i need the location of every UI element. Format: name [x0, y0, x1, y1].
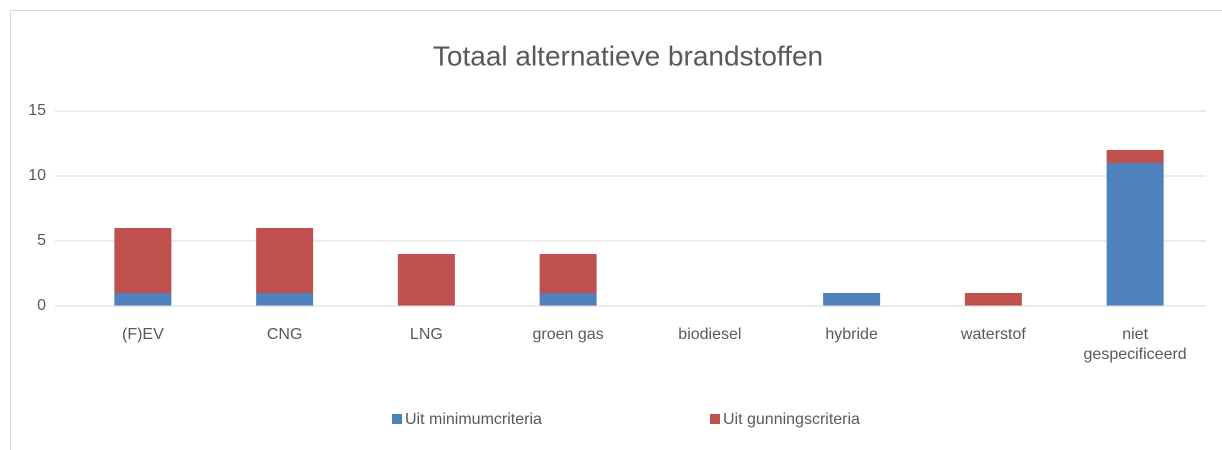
bar-segment — [539, 293, 597, 306]
chart-title: Totaal alternatieve brandstoffen — [433, 40, 823, 71]
bar-segment — [256, 293, 314, 306]
bar-segment — [256, 228, 314, 293]
chart-border — [10, 10, 1222, 450]
legend-swatch — [392, 414, 402, 424]
x-tick-label: (F)EV — [121, 326, 164, 343]
x-tick-label: hybride — [825, 326, 878, 343]
y-tick-label: 5 — [37, 232, 46, 249]
legend-label: Uit minimumcriteria — [405, 411, 542, 428]
bar-segment — [114, 293, 172, 306]
bar-segment — [114, 228, 172, 293]
bar-segment — [1106, 163, 1164, 306]
x-tick-label: biodiesel — [678, 326, 742, 343]
bar-segment — [539, 254, 597, 293]
bar-segment — [1106, 150, 1164, 163]
bar-segment — [397, 254, 455, 306]
legend-label: Uit gunningscriteria — [723, 411, 860, 428]
legend-swatch — [710, 414, 720, 424]
bar-segment — [823, 293, 881, 306]
bar-segment — [964, 293, 1022, 306]
x-tick-label: CNG — [266, 326, 303, 343]
y-tick-label: 10 — [28, 167, 46, 184]
y-tick-label: 15 — [28, 102, 46, 119]
x-tick-label: waterstof — [960, 326, 1026, 343]
x-tick-label: LNG — [409, 326, 443, 343]
y-tick-label: 0 — [37, 297, 46, 314]
x-tick-label: groen gas — [532, 326, 604, 343]
x-tick-label: niet gespecificeerd — [1083, 326, 1187, 363]
